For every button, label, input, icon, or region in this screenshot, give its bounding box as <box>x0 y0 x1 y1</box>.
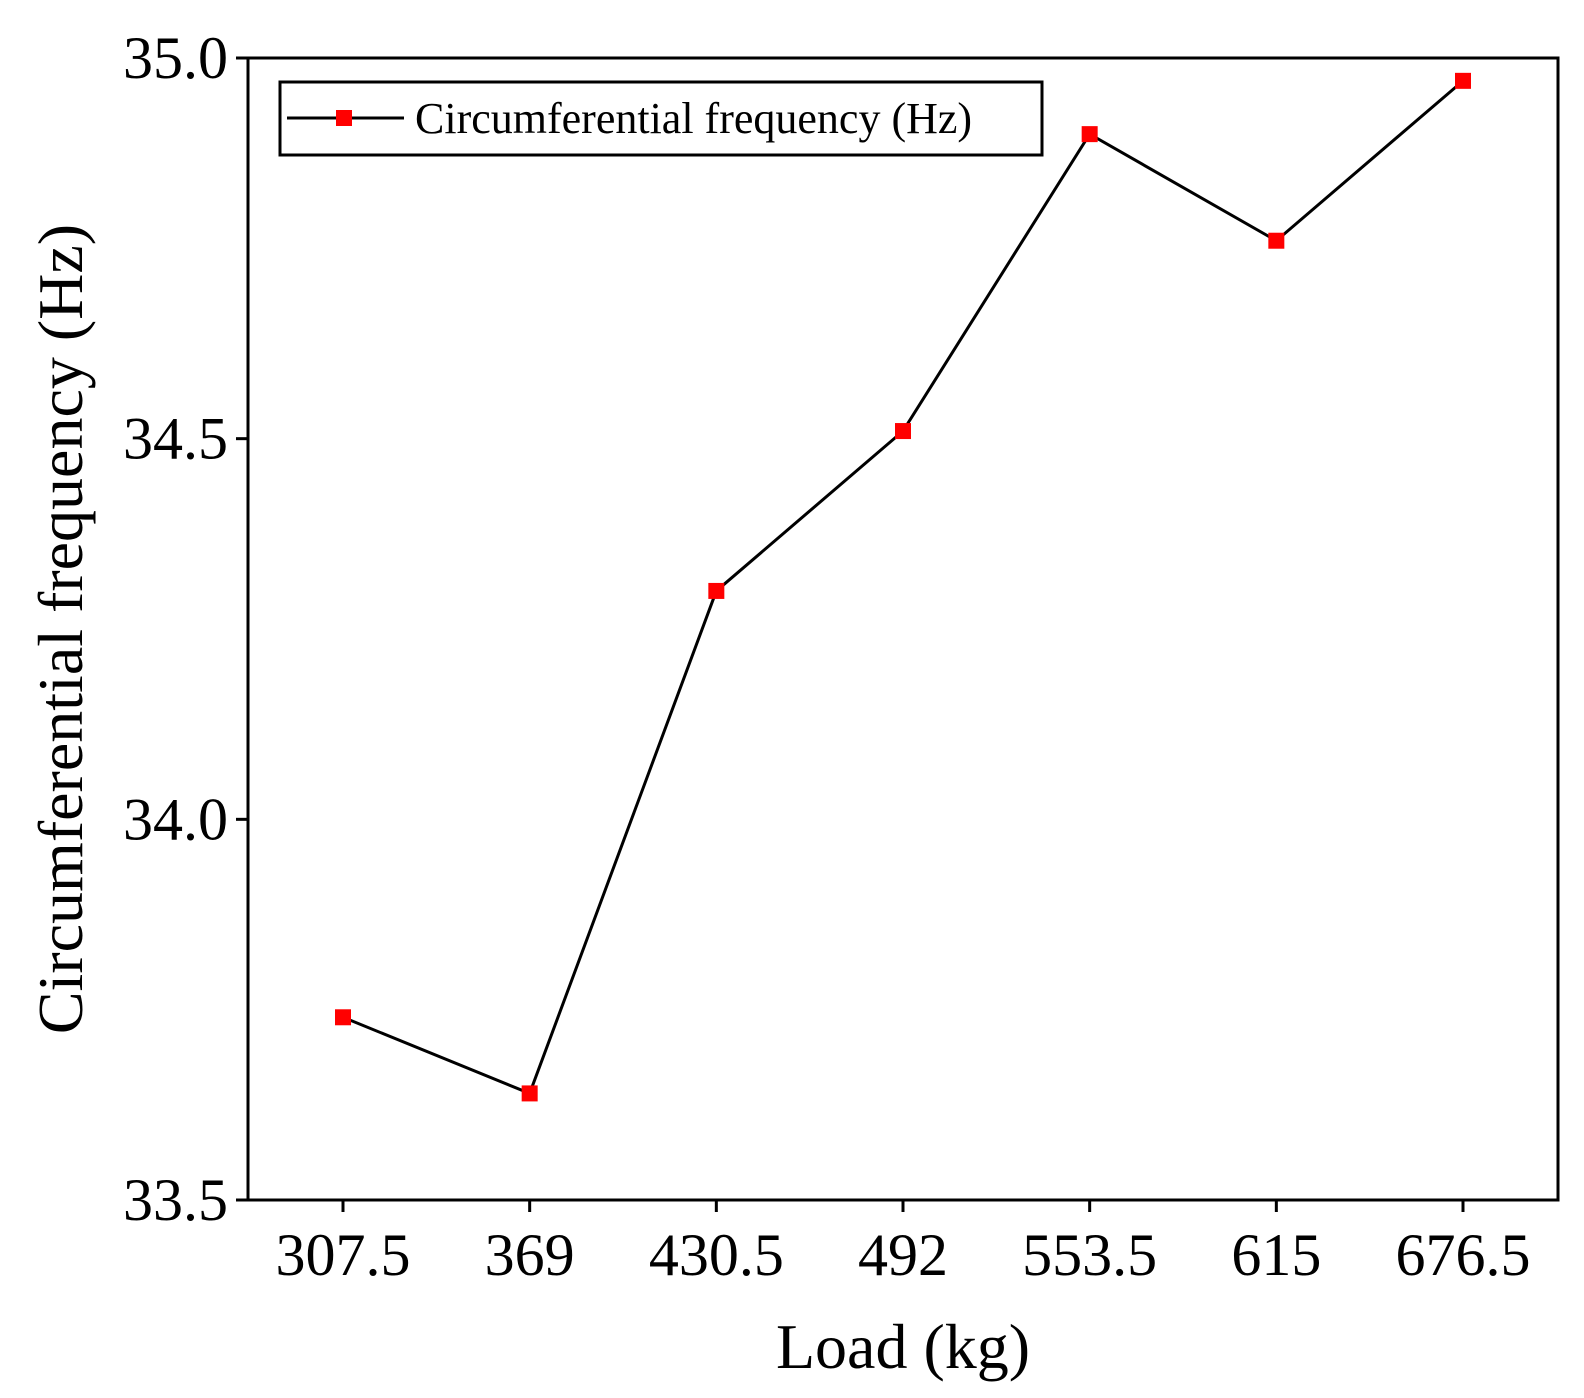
data-point <box>521 1085 538 1102</box>
series-line <box>342 79 1464 1096</box>
y-tick-label: 34.5 <box>123 406 228 472</box>
x-tick-label: 492 <box>858 1222 948 1288</box>
data-point <box>335 1009 351 1026</box>
data-point <box>895 423 911 440</box>
legend-marker-sample <box>336 110 352 126</box>
x-axis-title: Load (kg) <box>776 1311 1030 1382</box>
x-axis-ticks: 307.5 369 430.5 492 553.5 615 676.5 <box>276 1200 1531 1288</box>
x-tick-label: 676.5 <box>1396 1222 1531 1288</box>
x-tick-label: 369 <box>485 1222 575 1288</box>
data-point <box>1081 126 1098 143</box>
y-tick-label: 33.5 <box>123 1167 228 1233</box>
x-tick-label: 307.5 <box>276 1222 411 1288</box>
y-axis-ticks: 33.5 34.0 34.5 35.0 <box>123 25 248 1233</box>
legend-box <box>278 80 1044 157</box>
plot-frame <box>246 56 1560 1202</box>
y-axis-title: Circumferential frequency (Hz) <box>25 224 96 1034</box>
data-point <box>1268 232 1285 249</box>
data-point <box>708 582 725 599</box>
x-tick-label: 553.5 <box>1022 1222 1157 1288</box>
series-layer <box>335 72 1471 1102</box>
data-point <box>1455 72 1471 89</box>
y-tick-label: 35.0 <box>123 25 228 91</box>
y-tick-label: 34.0 <box>123 786 228 852</box>
legend-label: Circumferential frequency (Hz) <box>415 94 972 143</box>
x-tick-label: 615 <box>1231 1222 1321 1288</box>
x-tick-label: 430.5 <box>649 1222 784 1288</box>
legend: Circumferential frequency (Hz) <box>278 80 1044 157</box>
